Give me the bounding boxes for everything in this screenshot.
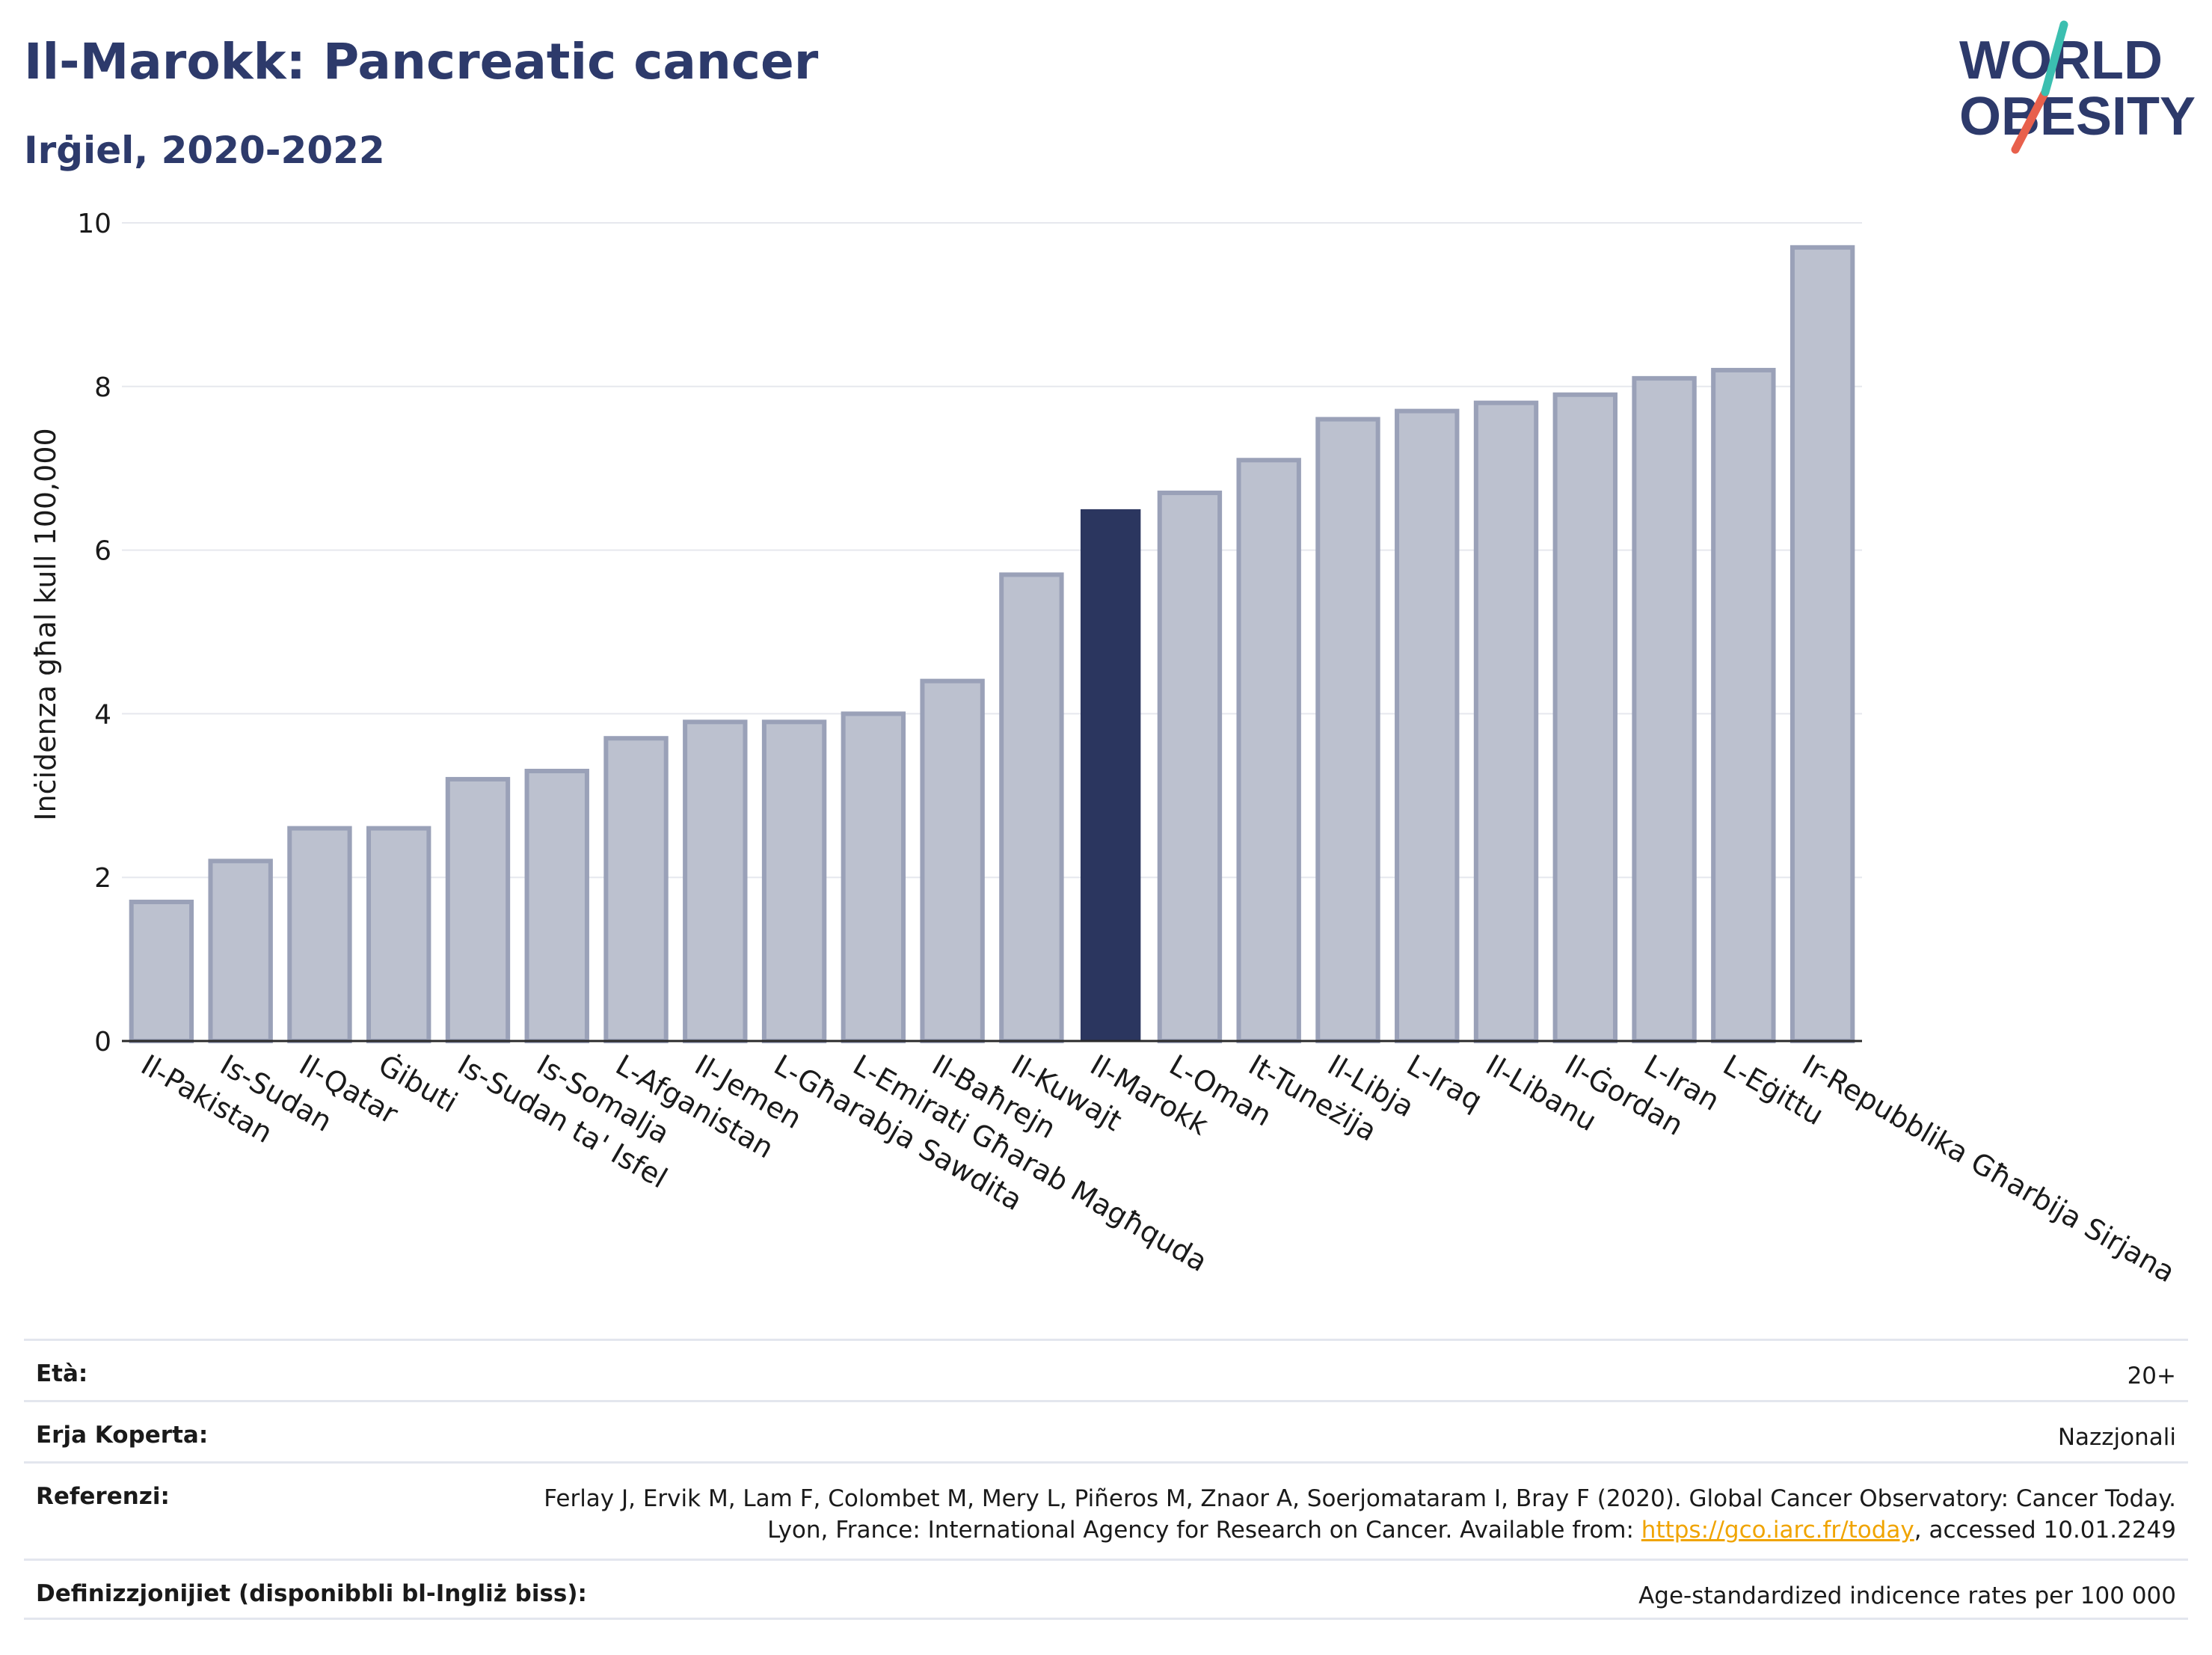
bar-5 — [445, 776, 511, 1044]
chart-subtitle: Irġiel, 2020-2022 — [24, 129, 385, 172]
bar-chart: 0 2 4 6 8 10 Il-PakistanIs-SudanIl-QatarĠibut… — [29, 209, 2181, 1289]
y-tick-label: 10 — [77, 209, 111, 239]
reference-text: Ferlay J, Ervik M, Lam F, Colombet M, Me… — [544, 1485, 2176, 1544]
bar-8 — [683, 719, 748, 1044]
logo-slash-teal — [2041, 20, 2068, 96]
y-axis-label: Inċidenza għal kull 100,000 — [29, 428, 62, 820]
y-tick-label: 8 — [94, 372, 111, 403]
bar-1 — [129, 900, 194, 1044]
bar-9 — [761, 719, 827, 1044]
bar-6 — [524, 768, 589, 1043]
reference-label: Referenzi: — [36, 1483, 170, 1510]
age-value: 20+ — [2127, 1363, 2176, 1390]
bar-16 — [1315, 417, 1380, 1043]
bar-14 — [1157, 491, 1223, 1043]
y-tick-labels: 0 2 4 6 8 10 — [77, 209, 111, 1057]
bar-3 — [287, 826, 352, 1044]
area-label: Erja Koperta: — [36, 1422, 209, 1449]
bars — [129, 245, 1855, 1044]
reference-link[interactable]: https://gco.iarc.fr/today — [1641, 1517, 1914, 1544]
y-tick-label: 2 — [94, 863, 111, 894]
bar-13 — [1080, 509, 1141, 1041]
bar-22 — [1789, 245, 1855, 1044]
bar-15 — [1236, 458, 1301, 1043]
bar-7 — [603, 736, 669, 1043]
bar-12 — [999, 572, 1064, 1043]
reference-value: Ferlay J, Ervik M, Lam F, Colombet M, Me… — [494, 1483, 2176, 1546]
bar-4 — [366, 826, 431, 1044]
x-tick-label: Ir-Repubblika Għarbija Sirjana — [1797, 1048, 2181, 1289]
age-label: Età: — [36, 1360, 88, 1387]
definitions-value: Age-standardized indicence rates per 100… — [1638, 1582, 2176, 1609]
y-tick-label: 6 — [94, 536, 111, 567]
bar-20 — [1632, 375, 1697, 1043]
age-row: Età: 20+ — [24, 1339, 2188, 1400]
definitions-label: Definizzjonijiet (disponibbli bl-Ingliż … — [36, 1580, 587, 1607]
bar-2 — [208, 859, 273, 1043]
bar-18 — [1473, 400, 1539, 1043]
reference-accessed: , accessed 10.01.2249 — [1914, 1517, 2176, 1544]
logo-line2: OBESITY — [1959, 87, 2196, 147]
x-tick-label: L-Iraq — [1401, 1048, 1488, 1117]
definitions-row: Definizzjonijiet (disponibbli bl-Ingliż … — [24, 1559, 2188, 1620]
area-row: Erja Koperta: Nazzjonali — [24, 1400, 2188, 1461]
x-tick-labels: Il-PakistanIs-SudanIl-QatarĠibutiIs-Suda… — [135, 1048, 2181, 1289]
bar-21 — [1711, 367, 1776, 1044]
area-value: Nazzjonali — [2057, 1424, 2176, 1451]
info-table: Età: 20+ Erja Koperta: Nazzjonali Refere… — [24, 1339, 2188, 1620]
reference-row: Referenzi: Ferlay J, Ervik M, Lam F, Col… — [24, 1461, 2188, 1559]
bar-11 — [920, 678, 985, 1043]
bar-17 — [1395, 408, 1460, 1043]
y-tick-label: 4 — [94, 699, 111, 730]
logo-slash-red — [2011, 87, 2050, 154]
y-tick-label: 0 — [94, 1027, 111, 1057]
chart-title: Il-Marokk: Pancreatic cancer — [24, 33, 819, 90]
world-obesity-logo: WORLD OBESITY — [1959, 20, 2196, 154]
bar-10 — [841, 711, 906, 1044]
bar-19 — [1552, 392, 1617, 1043]
